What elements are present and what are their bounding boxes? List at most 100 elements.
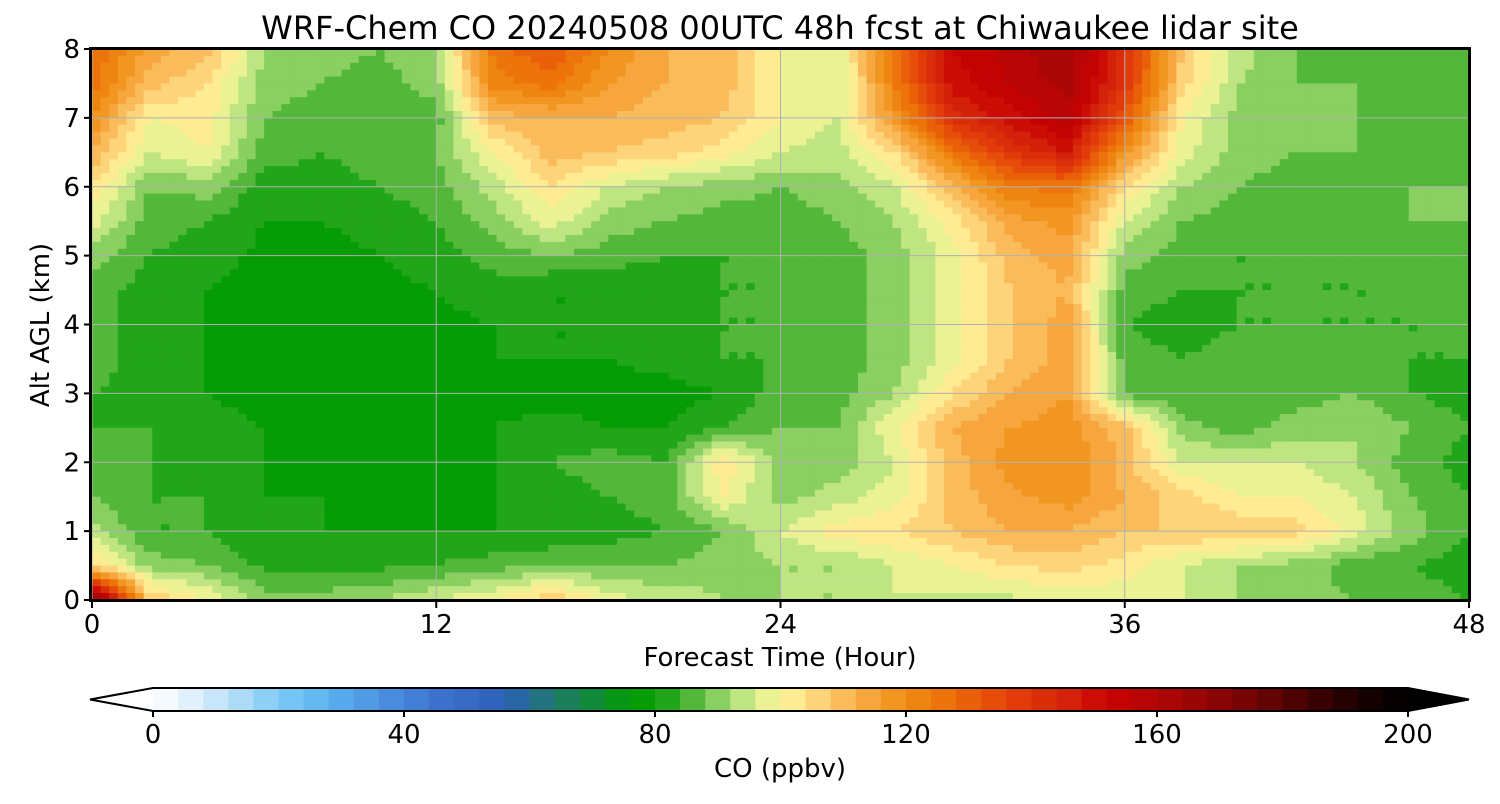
- heatmap-cell: [1081, 131, 1091, 140]
- heatmap-cell: [453, 248, 463, 257]
- heatmap-cell: [92, 76, 102, 85]
- heatmap-cell: [324, 152, 334, 160]
- heatmap-cell: [1193, 207, 1203, 215]
- heatmap-cell: [814, 69, 825, 78]
- heatmap-cell: [384, 104, 394, 112]
- heatmap-cell: [212, 179, 222, 188]
- heatmap-cell: [754, 97, 764, 105]
- heatmap-cell: [823, 166, 833, 174]
- heatmap-cell: [969, 69, 980, 78]
- heatmap-cell: [866, 69, 876, 78]
- heatmap-cell: [117, 97, 128, 105]
- heatmap-cell: [324, 97, 334, 105]
- heatmap-cell: [419, 193, 429, 202]
- heatmap-cell: [1055, 152, 1066, 160]
- heatmap-cell: [539, 166, 549, 174]
- heatmap-cell: [212, 186, 222, 195]
- heatmap-cell: [1236, 117, 1246, 126]
- heatmap-cell: [875, 104, 885, 112]
- heatmap-cell: [1167, 207, 1177, 215]
- heatmap-cell: [1391, 152, 1401, 160]
- heatmap-cell: [315, 138, 325, 147]
- heatmap-cell: [272, 159, 282, 167]
- heatmap-cell: [711, 234, 721, 243]
- heatmap-cell: [651, 145, 661, 153]
- heatmap-cell: [703, 76, 713, 85]
- heatmap-cell: [849, 49, 859, 57]
- heatmap-cell: [1176, 152, 1186, 160]
- heatmap-cell: [969, 200, 980, 209]
- heatmap-cell: [668, 200, 678, 209]
- heatmap-cell: [341, 193, 351, 202]
- heatmap-cell: [1159, 131, 1169, 140]
- heatmap-cell: [952, 131, 962, 140]
- heatmap-cell: [806, 207, 816, 215]
- heatmap-cell: [1012, 76, 1023, 85]
- heatmap-cell: [625, 90, 635, 98]
- heatmap-cell: [1081, 152, 1091, 160]
- heatmap-cell: [427, 241, 437, 250]
- heatmap-cell: [1425, 104, 1436, 112]
- heatmap-cell: [160, 76, 171, 85]
- heatmap-cell: [926, 248, 937, 257]
- heatmap-cell: [926, 49, 937, 57]
- heatmap-cell: [255, 166, 265, 174]
- heatmap-cell: [573, 234, 584, 243]
- heatmap-cell: [350, 49, 360, 57]
- heatmap-cell: [789, 76, 799, 85]
- heatmap-cell: [1219, 207, 1229, 215]
- heatmap-cell: [1443, 145, 1453, 153]
- heatmap-cell: [668, 234, 678, 243]
- heatmap-cell: [307, 179, 317, 188]
- heatmap-cell: [1374, 207, 1384, 215]
- heatmap-cell: [1288, 97, 1298, 105]
- heatmap-cell: [711, 200, 721, 209]
- heatmap-cell: [453, 117, 463, 126]
- heatmap-cell: [1150, 241, 1160, 250]
- heatmap-cell: [384, 186, 394, 195]
- heatmap-cell: [530, 117, 541, 126]
- heatmap-cell: [178, 62, 188, 71]
- heatmap-cell: [470, 138, 480, 147]
- heatmap-cell: [109, 97, 119, 105]
- heatmap-cell: [608, 214, 618, 222]
- heatmap-cell: [1314, 228, 1324, 236]
- heatmap-cell: [1271, 172, 1281, 181]
- heatmap-cell: [1382, 179, 1393, 188]
- heatmap-cell: [315, 172, 325, 181]
- heatmap-cell: [642, 110, 653, 119]
- heatmap-cell: [892, 138, 902, 147]
- heatmap-cell: [341, 159, 351, 167]
- heatmap-cell: [789, 124, 799, 133]
- heatmap-cell: [1073, 248, 1083, 257]
- heatmap-cell: [591, 49, 601, 57]
- heatmap-cell: [1081, 172, 1091, 181]
- heatmap-cell: [1357, 248, 1367, 257]
- heatmap-cell: [599, 207, 609, 215]
- heatmap-cell: [1262, 69, 1272, 78]
- heatmap-cell: [840, 49, 850, 57]
- heatmap-cell: [307, 241, 317, 250]
- heatmap-cell: [625, 159, 635, 167]
- heatmap-cell: [625, 241, 635, 250]
- heatmap-cell: [840, 172, 850, 181]
- heatmap-cell: [1159, 186, 1169, 195]
- heatmap-cell: [857, 193, 868, 202]
- heatmap-cell: [909, 159, 919, 167]
- heatmap-cell: [1374, 200, 1384, 209]
- heatmap-cell: [961, 186, 971, 195]
- heatmap-cell: [384, 76, 394, 85]
- heatmap-cell: [1305, 241, 1315, 250]
- heatmap-cell: [1296, 138, 1307, 147]
- heatmap-cell: [393, 241, 403, 250]
- heatmap-cell: [625, 166, 635, 174]
- heatmap-cell: [849, 104, 859, 112]
- heatmap-cell: [694, 255, 704, 264]
- heatmap-cell: [1408, 166, 1418, 174]
- heatmap-cell: [212, 76, 222, 85]
- heatmap-cell: [918, 62, 928, 71]
- heatmap-cell: [272, 248, 282, 257]
- heatmap-cell: [961, 69, 971, 78]
- heatmap-cell: [315, 166, 325, 174]
- heatmap-cell: [832, 241, 842, 250]
